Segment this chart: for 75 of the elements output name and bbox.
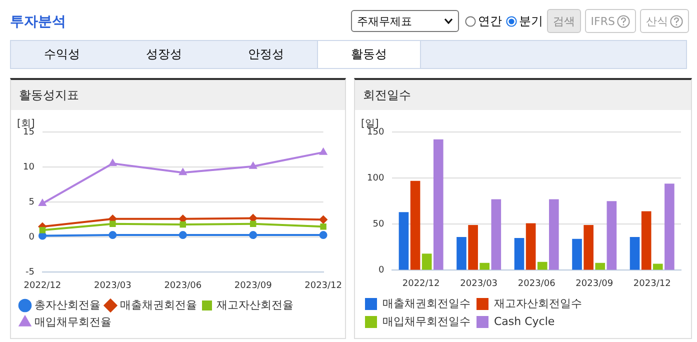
bar — [410, 180, 420, 270]
point — [178, 231, 187, 240]
text: 활동성 — [317, 41, 421, 68]
point — [320, 148, 327, 155]
bar — [480, 262, 490, 270]
text: 투자분석 — [10, 13, 66, 31]
point — [108, 231, 117, 240]
legend-label: 재고자산회전일수 — [494, 296, 582, 310]
point — [38, 200, 46, 206]
point — [319, 216, 328, 224]
text: 안정성 — [247, 46, 285, 63]
point — [249, 231, 258, 240]
bar — [595, 262, 606, 270]
text: 분기 — [518, 12, 543, 30]
y-tick-label: 0 — [28, 232, 35, 242]
bar — [652, 264, 663, 270]
y-tick-label: 15 — [23, 127, 34, 138]
y-tick-label: -5 — [25, 268, 34, 278]
bar — [398, 212, 409, 270]
point — [180, 221, 186, 228]
bar — [422, 254, 432, 270]
point — [320, 224, 326, 230]
text: IFRS — [584, 9, 636, 33]
bar — [468, 225, 478, 270]
x-tick-label: 2023/12 — [633, 278, 671, 289]
legend-label: 재고자산회전율 — [216, 298, 294, 312]
legend-label: 매출채권회전율 — [120, 298, 197, 312]
x-tick-label: 2022/12 — [24, 280, 62, 291]
bar — [514, 238, 524, 270]
y-tick-label: 5 — [28, 197, 34, 208]
point — [179, 168, 186, 176]
y-tick-label: 100 — [366, 173, 384, 184]
x-tick-label: 2023/09 — [576, 278, 614, 289]
bar — [572, 238, 582, 270]
y-tick-label: 150 — [366, 127, 384, 138]
point — [110, 220, 116, 227]
bar — [526, 223, 536, 270]
x-tick-label: 2023/03 — [460, 278, 498, 289]
chart-title: 활동성지표 — [11, 80, 345, 110]
x-tick-label: 2023/06 — [164, 280, 202, 291]
text: 수익성 — [43, 46, 81, 63]
text: 성장성 — [145, 46, 183, 63]
bar — [630, 237, 640, 270]
y-tick-label: 50 — [372, 219, 384, 230]
bar — [433, 139, 444, 270]
bar — [549, 199, 559, 270]
text: 검색 — [546, 9, 581, 33]
bar — [641, 211, 652, 270]
y-tick-label: 0 — [378, 266, 384, 276]
bar — [491, 199, 502, 270]
bar — [664, 184, 674, 270]
point — [319, 231, 328, 240]
bar — [584, 225, 594, 270]
legend-label: 매출채권회전일수 — [382, 296, 470, 310]
chart-title: 회전일수 — [355, 80, 691, 110]
point — [39, 227, 46, 234]
legend-label: 총자산회전율 — [34, 298, 100, 312]
text: 산식 — [640, 9, 689, 33]
point — [249, 162, 257, 169]
bar — [456, 237, 466, 270]
text: 연간 — [476, 12, 502, 30]
legend-label: 매입채무회전율 — [34, 315, 112, 328]
x-tick-label: 2023/03 — [94, 280, 132, 291]
bar — [537, 262, 548, 270]
legend-label: Cash Cycle — [494, 314, 555, 328]
bar — [606, 201, 617, 270]
text: 주재무제표 — [356, 14, 412, 28]
x-tick-label: 2023/09 — [234, 280, 272, 291]
x-tick-label: 2022/12 — [402, 278, 440, 289]
x-tick-label: 2023/06 — [518, 278, 556, 289]
point — [109, 160, 116, 166]
x-tick-label: 2023/12 — [304, 280, 342, 291]
y-tick-label: 10 — [23, 162, 35, 172]
legend-label: 매입채무회전일수 — [382, 314, 470, 328]
point — [250, 220, 256, 227]
